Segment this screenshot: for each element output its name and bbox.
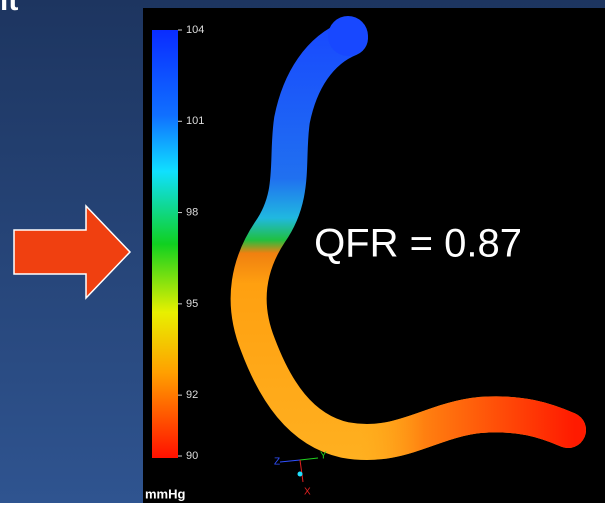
colorbar-tick-label: 92 — [186, 389, 198, 401]
axis-x-label: X — [304, 487, 311, 498]
colorbar — [152, 30, 178, 458]
page: it QFR = 0.87 mmHg Z Y X 10410198959290 … — [0, 0, 605, 508]
colorbar-tick-label: 95 — [186, 298, 198, 310]
axis-origin — [298, 472, 303, 477]
colorbar-tick-label: 104 — [186, 24, 204, 36]
colorbar-tick-label: 101 — [186, 115, 204, 127]
axis-z-label: Z — [274, 457, 280, 468]
title-fragment: it — [0, 0, 18, 17]
vessel-end — [328, 16, 368, 56]
unit-label: mmHg — [145, 486, 186, 501]
slide: it QFR = 0.87 mmHg Z Y X 104 101 98 95 92 90 — [0, 0, 605, 503]
colorbar-tick-label: 98 — [186, 206, 198, 218]
qfr-annotation: QFR = 0.87 — [314, 222, 522, 266]
axis-y-label: Y — [320, 451, 327, 462]
colorbar-tick-label: 90 — [186, 450, 198, 462]
